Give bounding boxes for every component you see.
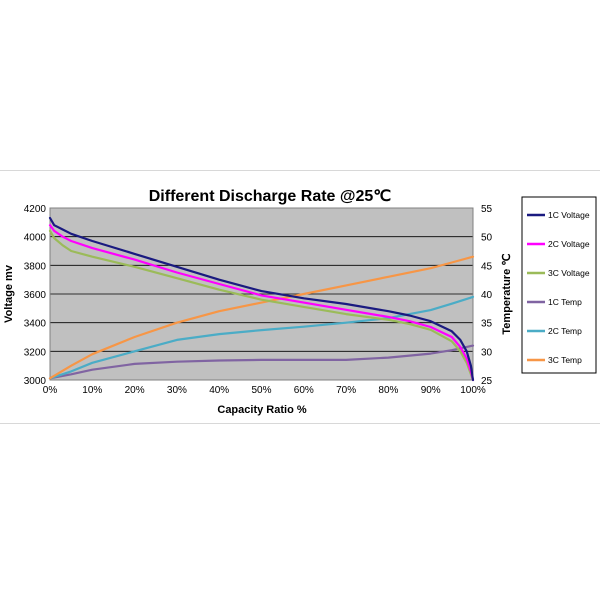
y-tick-label: 3200 (24, 347, 47, 358)
x-tick-label: 40% (209, 385, 229, 396)
chart-title: Different Discharge Rate @25℃ (149, 188, 392, 205)
legend-box (521, 196, 597, 374)
legend: 1C Voltage 2C Voltage 3C Voltage 1C Temp 2C … (527, 210, 590, 365)
y2-tick-label: 35 (481, 319, 493, 330)
y2-tick-label: 55 (481, 204, 493, 215)
x-tick-label: 70% (336, 385, 356, 396)
x-tick-label: 80% (378, 385, 398, 396)
y-tick-label: 4200 (24, 204, 47, 215)
y-tick-label: 3000 (24, 376, 47, 387)
x-axis-label: Capacity Ratio % (217, 404, 306, 416)
y2-axis-label: Temperature ℃ (501, 253, 513, 334)
y-axis-label: Voltage mv (3, 264, 15, 323)
x-tick-label: 10% (82, 385, 102, 396)
legend-label: 1C Temp (548, 297, 582, 307)
legend-label: 3C Temp (548, 355, 582, 365)
y-tick-label: 4000 (24, 233, 47, 244)
series-line-3c-voltage (48, 229, 475, 382)
y2-tick-label: 50 (481, 233, 493, 244)
legend-label: 3C Voltage (548, 268, 590, 278)
y-axis-ticks: 3000 3200 3400 3600 3800 4000 4200 (24, 204, 47, 387)
series-line-2c-temp (48, 295, 475, 380)
y2-tick-label: 25 (481, 376, 493, 387)
series-layer (48, 216, 475, 382)
y2-tick-label: 45 (481, 261, 493, 272)
y-tick-label: 3600 (24, 290, 47, 301)
x-tick-label: 90% (421, 385, 441, 396)
x-tick-label: 0% (43, 385, 58, 396)
legend-label: 2C Voltage (548, 239, 590, 249)
discharge-chart: Different Discharge Rate @25℃ 0% 10% 20% 30… (0, 171, 600, 423)
series-line-3c-temp (48, 255, 475, 380)
series-line-1c-temp (48, 344, 475, 380)
y2-tick-label: 30 (481, 347, 493, 358)
x-tick-label: 20% (125, 385, 145, 396)
chart-panel: Different Discharge Rate @25℃ 0% 10% 20% 30… (0, 170, 600, 424)
x-tick-label: 30% (167, 385, 187, 396)
x-tick-label: 50% (251, 385, 271, 396)
y2-axis-ticks: 25 30 35 40 45 50 55 (481, 204, 493, 387)
x-tick-label: 60% (294, 385, 314, 396)
legend-label: 1C Voltage (548, 210, 590, 220)
series-line-2c-voltage (48, 224, 475, 382)
series-line-1c-voltage (48, 216, 475, 382)
y2-tick-label: 40 (481, 290, 493, 301)
legend-label: 2C Temp (548, 326, 582, 336)
y-tick-label: 3800 (24, 261, 47, 272)
x-axis-ticks: 0% 10% 20% 30% 40% 50% 60% 70% 80% 90% 100% (43, 385, 486, 396)
y-tick-label: 3400 (24, 319, 47, 330)
x-tick-label: 100% (460, 385, 486, 396)
